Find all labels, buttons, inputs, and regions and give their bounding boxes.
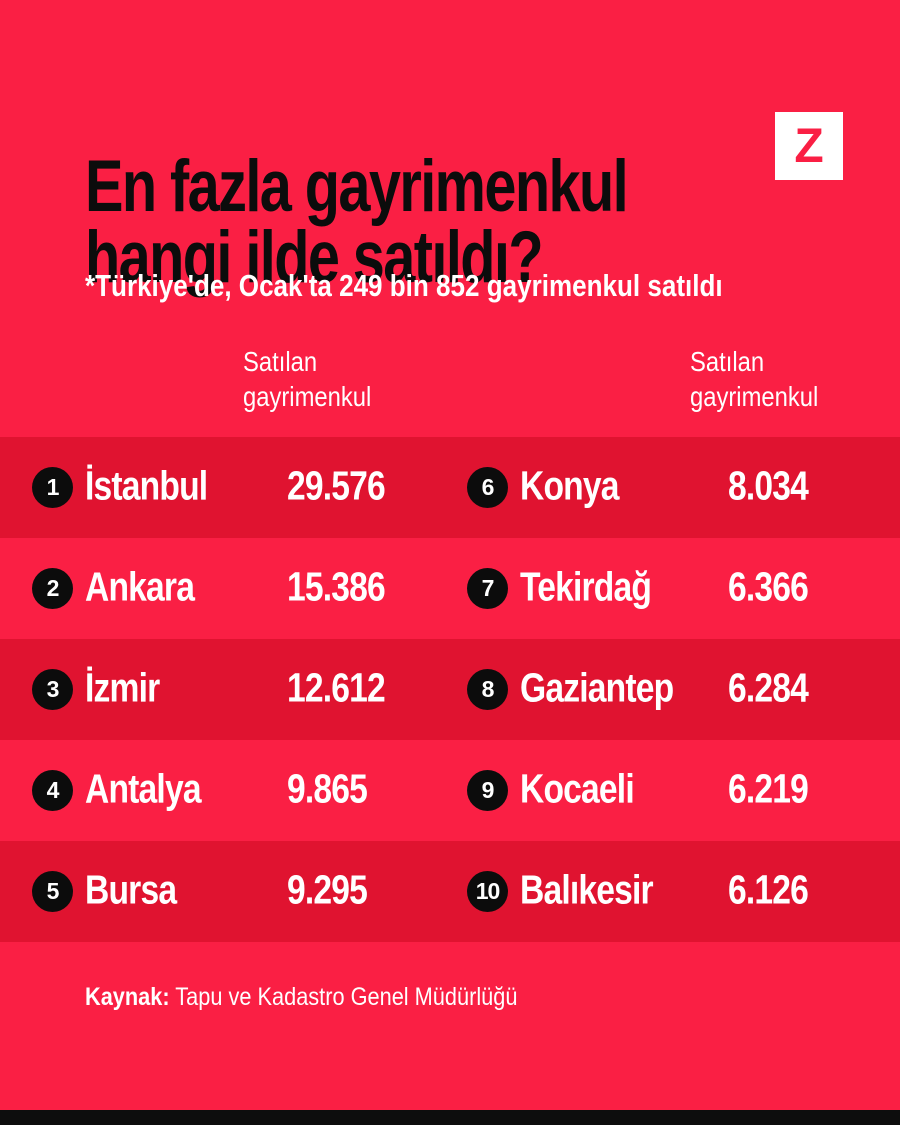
rank-badge: 10 — [467, 871, 508, 912]
rank-badge: 7 — [467, 568, 508, 609]
rank-badge: 9 — [467, 770, 508, 811]
rank-badge: 3 — [32, 669, 73, 710]
ranking-table: 1 İstanbul 29.576 6 Konya 8.034 2 Ankara… — [0, 437, 900, 942]
source-note: Kaynak: Tapu ve Kadastro Genel Müdürlüğü — [85, 983, 517, 1012]
rank-badge: 8 — [467, 669, 508, 710]
city-name: Balıkesir — [520, 866, 654, 913]
sales-value: 8.034 — [728, 462, 809, 509]
column-header-left: Satılan gayrimenkul — [243, 344, 371, 414]
subtitle-note: *Türkiye'de, Ocak'ta 249 bin 852 gayrime… — [85, 268, 723, 303]
table-row: 4 Antalya 9.865 9 Kocaeli 6.219 — [0, 740, 900, 841]
source-label: Kaynak: — [85, 983, 170, 1011]
page-title-line1: En fazla gayrimenkul — [85, 145, 629, 227]
column-header-right-line2: gayrimenkul — [690, 381, 819, 412]
city-name: Antalya — [85, 765, 202, 812]
column-header-left-line2: gayrimenkul — [243, 381, 372, 412]
rank-badge: 6 — [467, 467, 508, 508]
sales-value: 15.386 — [287, 563, 386, 610]
sales-value: 9.295 — [287, 866, 368, 913]
sales-value: 6.284 — [728, 664, 809, 711]
rank-badge: 2 — [32, 568, 73, 609]
sales-value: 9.865 — [287, 765, 368, 812]
city-name: Ankara — [85, 563, 195, 610]
sales-value: 6.219 — [728, 765, 809, 812]
city-name: Kocaeli — [520, 765, 635, 812]
page-title-line2: hangi ilde satıldı? — [85, 216, 544, 298]
rank-badge: 1 — [32, 467, 73, 508]
source-text: Tapu ve Kadastro Genel Müdürlüğü — [169, 983, 518, 1011]
z-brand-logo: Z — [775, 112, 843, 180]
sales-value: 29.576 — [287, 462, 386, 509]
sales-value: 12.612 — [287, 664, 386, 711]
city-name: Tekirdağ — [520, 563, 652, 610]
bottom-black-bar — [0, 1110, 900, 1125]
sales-value: 6.126 — [728, 866, 809, 913]
city-name: İzmir — [85, 664, 160, 711]
column-header-left-line1: Satılan — [243, 346, 318, 377]
rank-badge: 5 — [32, 871, 73, 912]
column-header-right-line1: Satılan — [690, 346, 765, 377]
table-row: 5 Bursa 9.295 10 Balıkesir 6.126 — [0, 841, 900, 942]
table-row: 3 İzmir 12.612 8 Gaziantep 6.284 — [0, 639, 900, 740]
column-header-right: Satılan gayrimenkul — [690, 344, 818, 414]
city-name: Bursa — [85, 866, 177, 913]
rank-badge: 4 — [32, 770, 73, 811]
z-logo-letter: Z — [794, 119, 824, 173]
page-title: En fazla gayrimenkul hangi ilde satıldı? — [85, 145, 629, 298]
city-name: Konya — [520, 462, 619, 509]
table-row: 1 İstanbul 29.576 6 Konya 8.034 — [0, 437, 900, 538]
city-name: İstanbul — [85, 462, 208, 509]
city-name: Gaziantep — [520, 664, 674, 711]
table-row: 2 Ankara 15.386 7 Tekirdağ 6.366 — [0, 538, 900, 639]
sales-value: 6.366 — [728, 563, 809, 610]
